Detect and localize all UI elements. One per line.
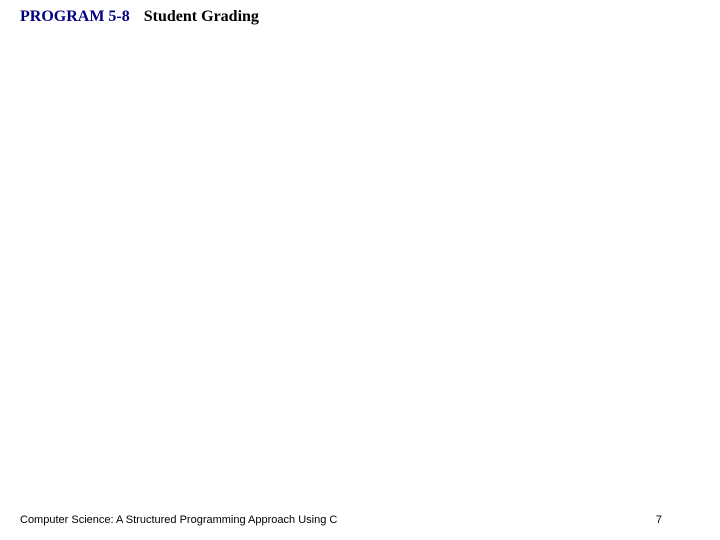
slide-footer: Computer Science: A Structured Programmi… xyxy=(20,514,700,526)
slide-container: PROGRAM 5-8 Student Grading Computer Sci… xyxy=(0,0,720,540)
footer-text: Computer Science: A Structured Programmi… xyxy=(20,514,337,526)
page-number: 7 xyxy=(656,514,662,526)
program-label: PROGRAM 5-8 xyxy=(20,8,130,26)
program-title: Student Grading xyxy=(144,8,259,26)
slide-header: PROGRAM 5-8 Student Grading xyxy=(20,8,259,26)
